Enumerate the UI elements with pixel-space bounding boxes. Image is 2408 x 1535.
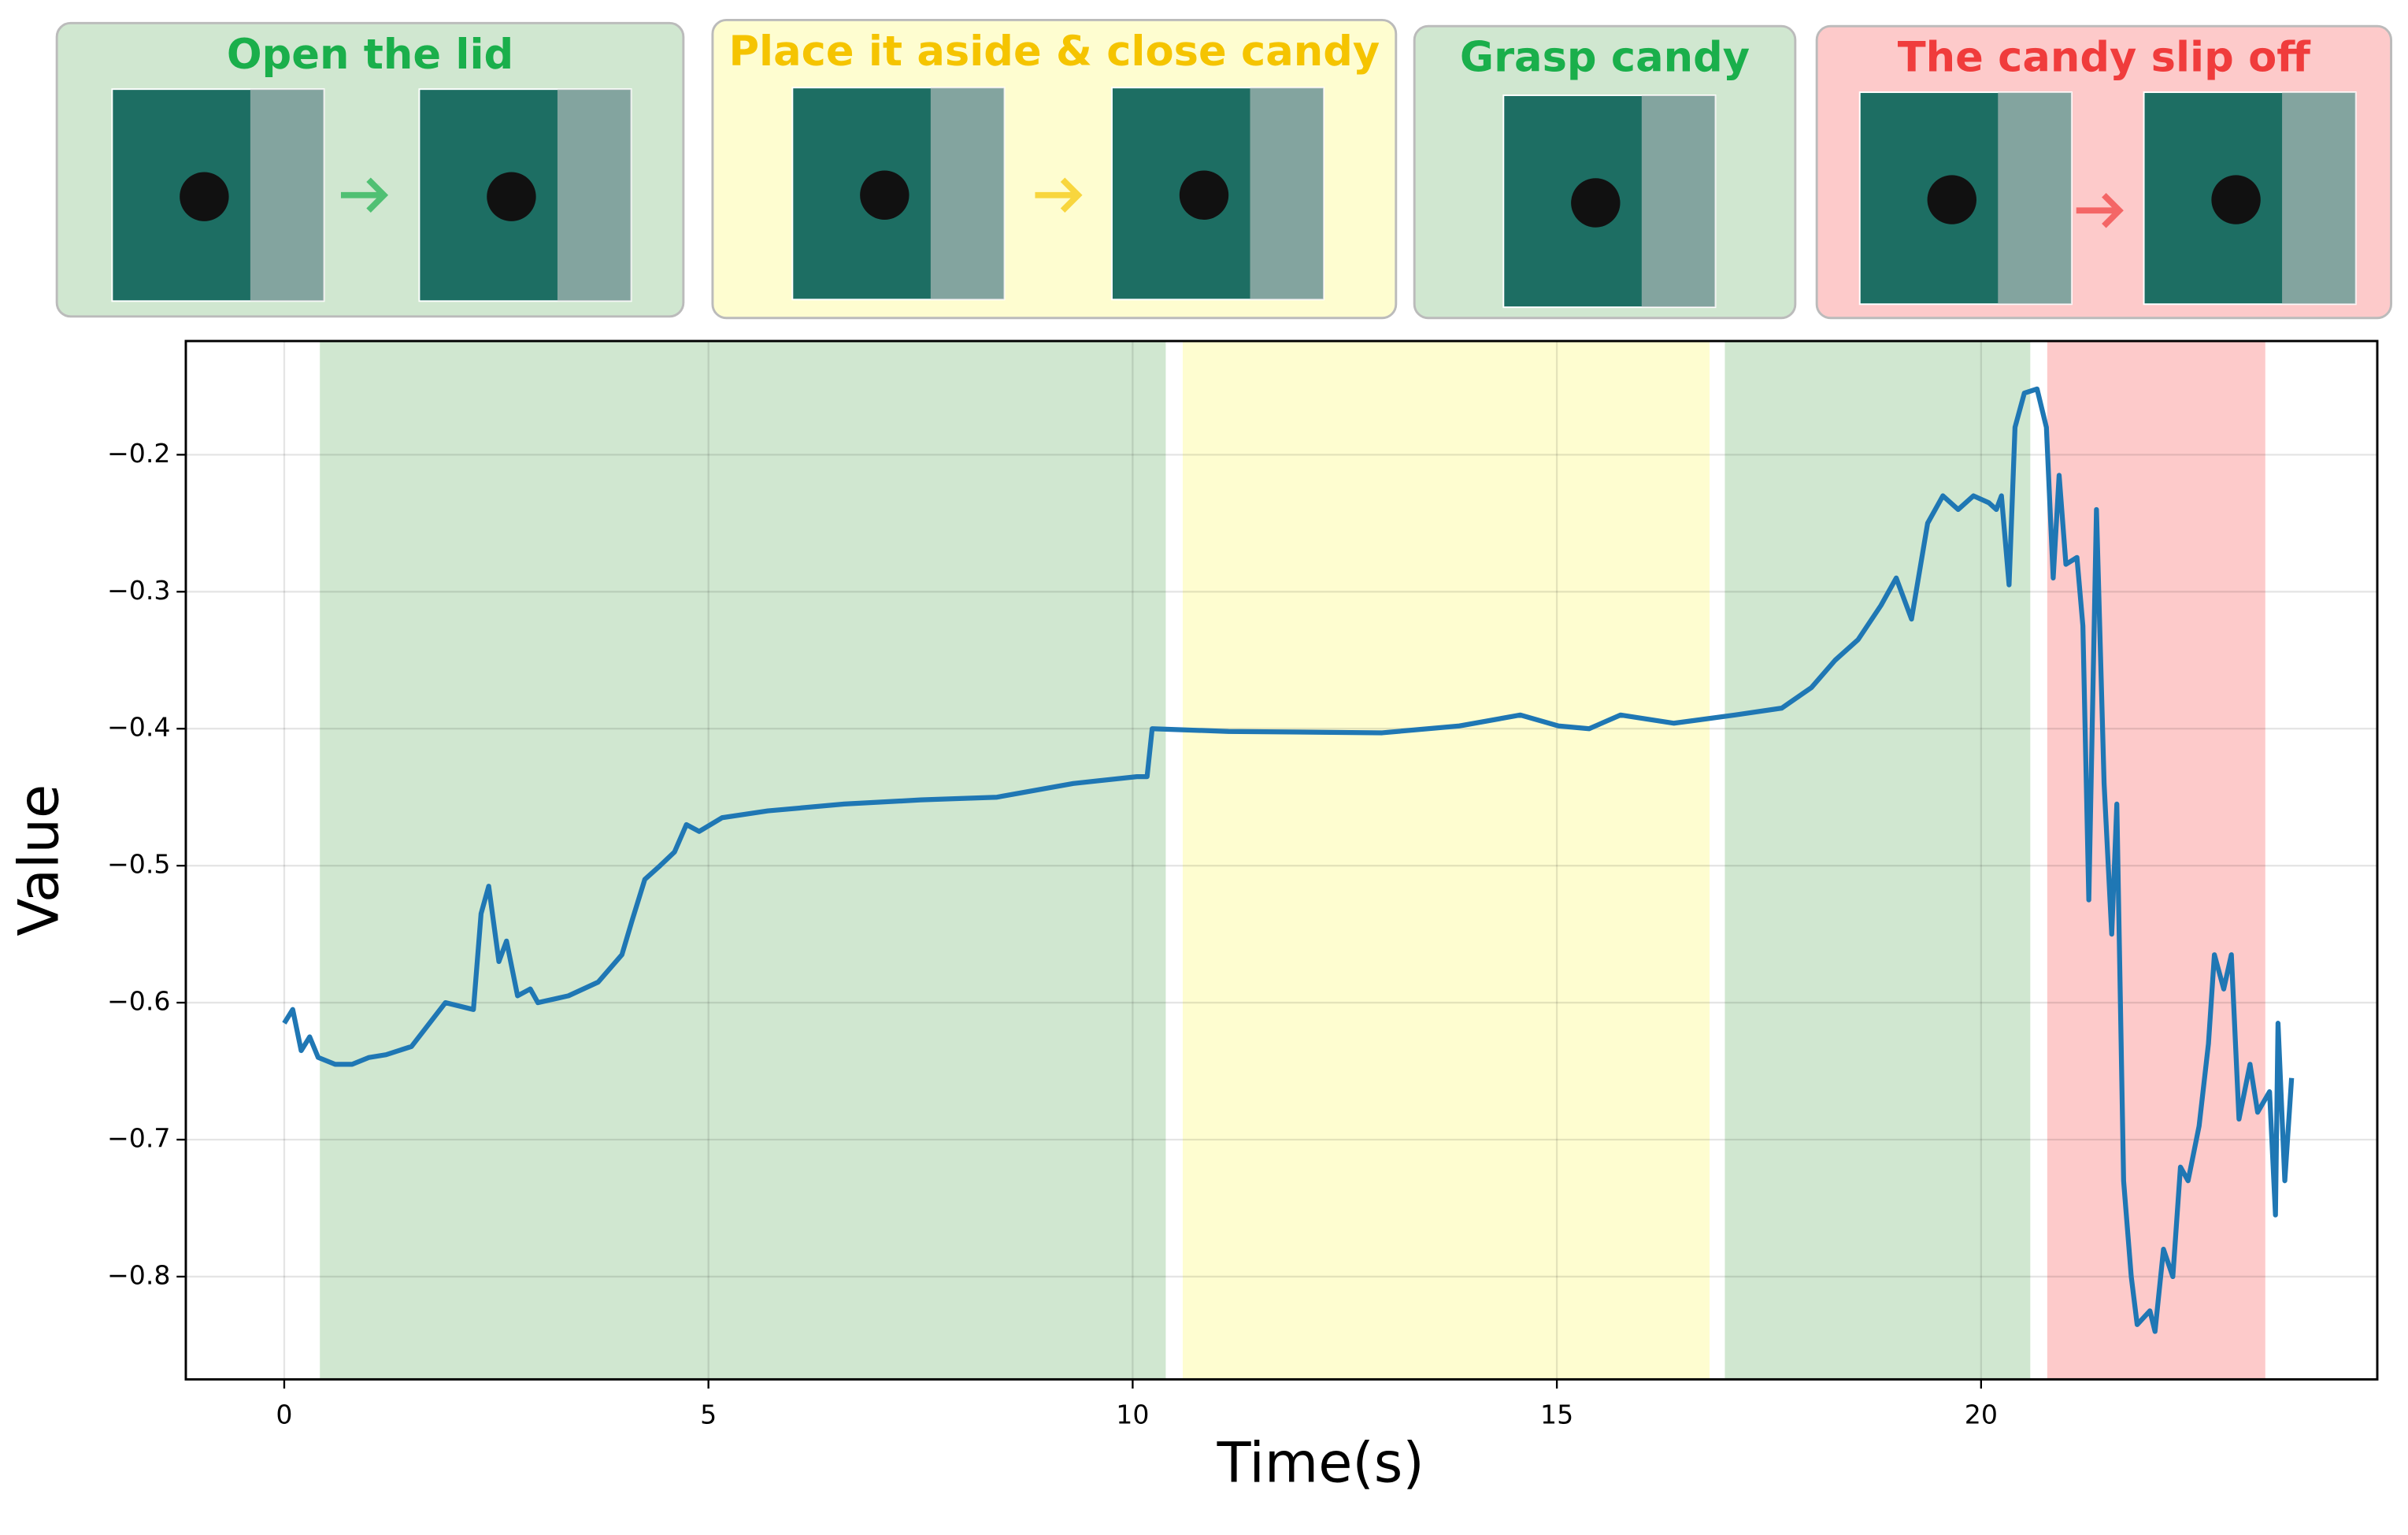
photo-detail [1641, 95, 1716, 308]
y-tick-label: −0.5 [107, 849, 170, 880]
y-tick-label: −0.6 [107, 986, 170, 1017]
photo-object [1927, 175, 1976, 224]
photo-detail [1250, 87, 1324, 300]
photo-object [860, 170, 909, 220]
panel-title: Open the lid [227, 31, 513, 79]
x-tick-label: 5 [700, 1400, 717, 1430]
phase-region [2047, 341, 2265, 1380]
phase-region [1182, 341, 1710, 1380]
photo-detail [2282, 92, 2356, 305]
photo-object [180, 172, 229, 221]
y-tick-label: −0.7 [107, 1123, 170, 1154]
y-tick-label: −0.8 [107, 1259, 170, 1290]
arrow [2076, 192, 2124, 228]
photo-object [1179, 170, 1229, 220]
photo-object [487, 172, 536, 221]
photo-object [2211, 175, 2261, 224]
phase-region [320, 341, 1166, 1380]
data-line [282, 386, 2295, 1334]
y-tick-label: −0.2 [107, 438, 170, 469]
panel-title: Grasp candy [1460, 34, 1750, 82]
y-tick-label: −0.3 [107, 575, 170, 606]
photo-detail [1998, 92, 2072, 305]
arrow [340, 177, 389, 213]
phase-region [1724, 341, 2031, 1380]
x-tick-label: 20 [1965, 1400, 1998, 1430]
arrow [1035, 177, 1083, 213]
y-tick-label: −0.4 [107, 712, 170, 743]
photo-detail [557, 89, 632, 302]
photo-detail [930, 87, 1005, 300]
panel-title: The candy slip off [1898, 34, 2312, 82]
photo-object [1571, 178, 1621, 228]
x-axis-label: Time(s) [1217, 1431, 1424, 1496]
y-axis-label: Value [7, 784, 72, 936]
photo-detail [250, 89, 324, 302]
x-tick-label: 0 [276, 1400, 292, 1430]
x-tick-label: 10 [1116, 1400, 1149, 1430]
plot-frame [184, 339, 2379, 1381]
x-tick-label: 15 [1540, 1400, 1573, 1430]
panel-title: Place it aside & close candy [728, 28, 1380, 76]
